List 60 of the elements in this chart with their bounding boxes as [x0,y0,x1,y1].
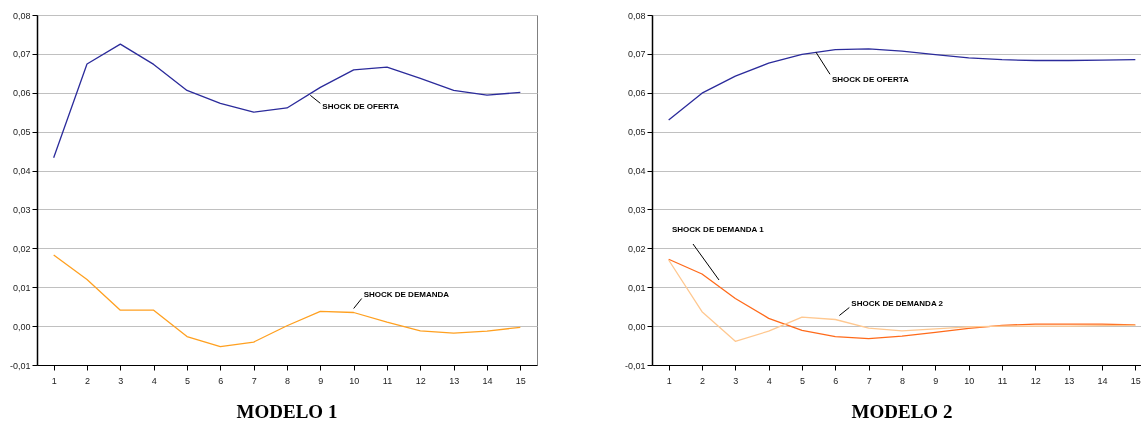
x-tick-label: 1 [666,375,672,386]
x-tick-label: 4 [766,375,772,386]
x-tick-label: 13 [449,375,460,386]
y-tick-label: 0,01 [12,282,31,293]
y-tick-label: 0,00 [627,321,646,332]
x-tick-label: 11 [382,375,393,386]
x-tick-label: 3 [118,375,124,386]
x-tick-label: 15 [515,375,526,386]
x-tick-label: 12 [1030,375,1041,386]
line-series [53,43,521,159]
x-tick-label: 6 [833,375,839,386]
x-tick-label: 8 [899,375,906,386]
x-tick-label: 14 [1097,375,1108,386]
series-label: SHOCK DE DEMANDA 2 [851,298,944,308]
x-tick-label: 2 [84,375,91,386]
y-tick-label: 0,06 [12,88,31,99]
x-tick-label: 3 [733,375,739,386]
x-tick-label: 12 [415,375,426,386]
x-tick-label: 4 [151,375,157,386]
x-tick-label: 10 [349,375,360,386]
y-tick-label: 0,04 [12,166,31,177]
y-tick-label: 0,03 [12,204,31,215]
x-tick-label: 6 [218,375,224,386]
x-tick-label: 2 [699,375,706,386]
y-tick-label: 0,02 [627,243,646,254]
x-tick-label: 9 [318,375,324,386]
x-tick-label: 9 [933,375,939,386]
line-series [53,254,521,348]
line-series [668,48,1136,121]
x-tick-label: 7 [866,375,872,386]
y-tick-label: 0,08 [12,10,31,21]
y-tick-label: 0,05 [627,127,646,138]
y-tick-label: 0,04 [627,166,646,177]
x-tick-label: 15 [1130,375,1141,386]
y-tick-label: 0,07 [12,49,31,60]
x-tick-label: 7 [251,375,257,386]
x-tick-label: 14 [482,375,493,386]
y-tick-label: -0,01 [9,360,31,371]
x-tick-label: 10 [964,375,975,386]
x-tick-label: 5 [799,375,806,386]
text: MODELO 2 [851,401,953,422]
text: SHOCK DE OFERTA [832,75,909,85]
y-tick-label: -0,01 [624,360,646,371]
text: MODELO 1 [236,401,338,422]
x-tick-label: 13 [1064,375,1075,386]
x-tick-label: 1 [51,375,57,386]
y-tick-label: 0,08 [627,10,646,21]
text: SHOCK DE DEMANDA 1 [672,225,765,234]
x-tick-label: 5 [184,375,191,386]
y-tick-label: 0,01 [627,282,646,293]
y-tick-label: 0,03 [627,204,646,215]
x-tick-label: 11 [997,375,1008,386]
text: SHOCK DE DEMANDA [363,289,450,299]
y-tick-label: 0,06 [627,88,646,99]
y-tick-label: 0,02 [12,243,31,254]
y-tick-label: 0,07 [627,49,646,60]
series-label: SHOCK DE OFERTA [322,102,400,112]
y-tick-label: 0,00 [12,321,31,332]
x-tick-label: 8 [284,375,291,386]
y-tick-label: 0,05 [12,127,31,138]
